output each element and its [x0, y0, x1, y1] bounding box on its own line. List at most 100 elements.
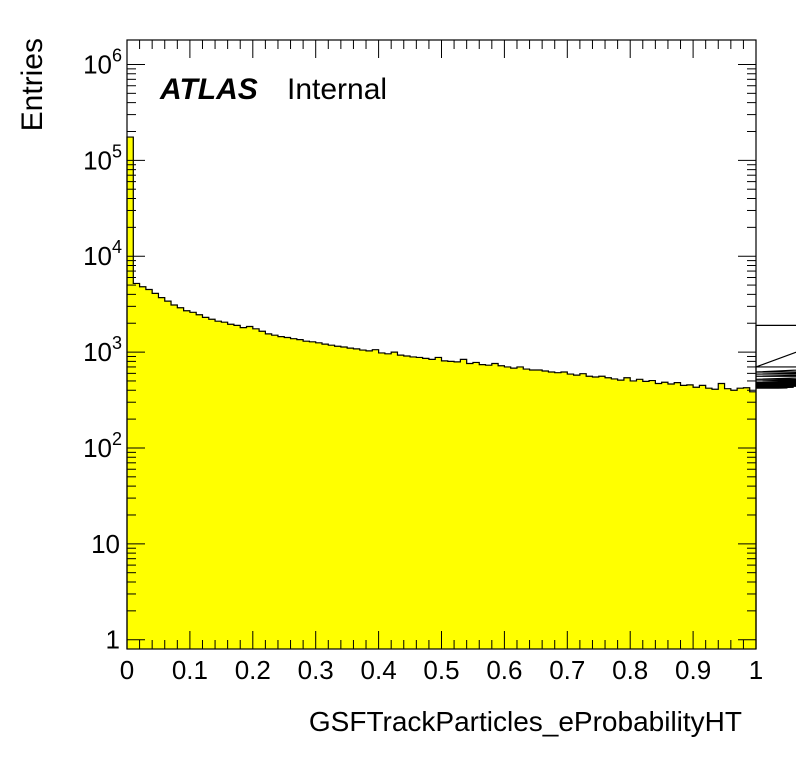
histogram-bin — [277, 336, 285, 649]
histogram-bin — [416, 357, 424, 649]
histogram-bin — [447, 361, 455, 649]
histogram-bin — [737, 388, 745, 649]
histogram-bin — [548, 371, 556, 649]
histogram-bin — [504, 366, 512, 649]
histogram-bin — [315, 342, 323, 649]
x-tick-label: 1 — [749, 655, 763, 685]
histogram-bin — [680, 385, 688, 649]
histogram-bin — [372, 349, 380, 649]
histogram-bin — [667, 383, 675, 649]
histogram-bin — [472, 362, 480, 649]
histogram-bin — [485, 365, 493, 649]
histogram-bin — [586, 376, 594, 649]
histogram-bin — [542, 370, 550, 649]
histogram-bin — [724, 388, 732, 649]
histogram-bin — [139, 286, 147, 649]
histogram-bin — [284, 337, 292, 649]
histogram-bin — [705, 388, 713, 649]
histogram-bin — [240, 327, 248, 649]
y-tick-label: 10 — [91, 529, 120, 559]
histogram-bin — [202, 317, 210, 649]
internal-label: Internal — [287, 73, 387, 106]
histogram-fill — [127, 137, 757, 649]
histogram-bin — [422, 358, 430, 649]
histogram-bin — [535, 370, 543, 649]
histogram-bin — [630, 380, 638, 649]
histogram-bin — [328, 345, 336, 649]
histogram-bin — [152, 293, 160, 649]
histogram-bin — [711, 389, 719, 649]
y-tick-label: 106 — [83, 45, 122, 79]
histogram-bin — [334, 346, 342, 649]
histogram-bin — [208, 319, 216, 649]
histogram-bin — [491, 363, 499, 649]
histogram-bin — [435, 357, 443, 649]
x-tick-label: 0.8 — [612, 655, 648, 685]
histogram-bin — [353, 348, 361, 649]
histogram-bin — [359, 350, 367, 649]
histogram-bin — [233, 325, 241, 649]
histogram-bin — [303, 341, 311, 649]
histogram-bin — [567, 374, 575, 649]
histogram-bin — [259, 331, 266, 649]
histogram-bin — [441, 360, 449, 649]
atlas-label: ATLAS — [159, 73, 258, 106]
histogram-bin — [397, 355, 405, 649]
histogram-bin — [523, 369, 531, 649]
histogram-bin — [623, 377, 631, 649]
histogram-bin — [127, 137, 134, 649]
histogram-bin — [403, 356, 411, 649]
histogram-bin — [347, 348, 355, 649]
histogram-bin — [227, 324, 235, 649]
histogram-bin — [290, 338, 298, 649]
y-tick-label: 1 — [106, 625, 120, 655]
y-tick-label: 102 — [83, 429, 122, 463]
histogram-bin — [699, 385, 707, 649]
histogram-bin — [516, 366, 524, 649]
x-tick-label: 0.1 — [172, 655, 208, 685]
histogram-bin — [454, 361, 461, 649]
x-tick-label: 0.7 — [549, 655, 585, 685]
histogram-bin — [686, 384, 694, 649]
x-tick-label: 0.9 — [675, 655, 711, 685]
histogram-bin — [391, 352, 399, 649]
histogram-bin — [554, 372, 562, 649]
histogram-bin — [510, 368, 518, 649]
histogram-bin — [674, 382, 682, 649]
histogram-bin — [246, 326, 254, 649]
histogram-bin — [366, 350, 373, 649]
histogram-bin — [145, 289, 153, 649]
x-axis: 0 0.1 0.2 0.3 0.4 0.5 0.6 0.7 0.8 0.9 1 — [120, 40, 763, 685]
histogram-bin — [642, 381, 650, 649]
y-tick-label: 104 — [83, 237, 122, 271]
x-tick-label: 0.5 — [423, 655, 459, 685]
y-tick-label: 103 — [83, 333, 122, 367]
histogram-bin — [196, 314, 204, 649]
histogram-bin — [498, 365, 505, 649]
histogram-bin — [171, 304, 178, 649]
histogram-bin — [466, 363, 474, 649]
histogram-bin — [605, 377, 612, 649]
histogram-bin — [340, 347, 348, 649]
histogram-bin — [215, 321, 222, 649]
histogram-bin — [378, 352, 386, 649]
histogram-bin — [579, 373, 587, 649]
histogram-bin — [743, 387, 751, 649]
histogram-bin — [749, 391, 757, 649]
histogram-bin — [611, 378, 619, 649]
histogram-bin — [158, 297, 166, 649]
histogram-bin — [655, 383, 663, 649]
x-tick-label: 0.2 — [235, 655, 271, 685]
histogram-bin — [592, 376, 600, 649]
histogram-bin — [718, 383, 726, 649]
y-axis-title: Entries — [16, 38, 49, 131]
histogram-bin — [384, 353, 392, 649]
y-axis: 1 10 102 103 104 105 106 — [83, 45, 756, 655]
histogram-bin — [649, 380, 656, 649]
histogram-bin — [133, 283, 141, 649]
x-tick-label: 0 — [120, 655, 134, 685]
histogram-bin — [693, 387, 700, 649]
x-axis-title: GSFTrackParticles_eProbabilityHT — [309, 706, 742, 737]
histogram-bin — [460, 359, 468, 649]
histogram-bin — [265, 333, 273, 649]
